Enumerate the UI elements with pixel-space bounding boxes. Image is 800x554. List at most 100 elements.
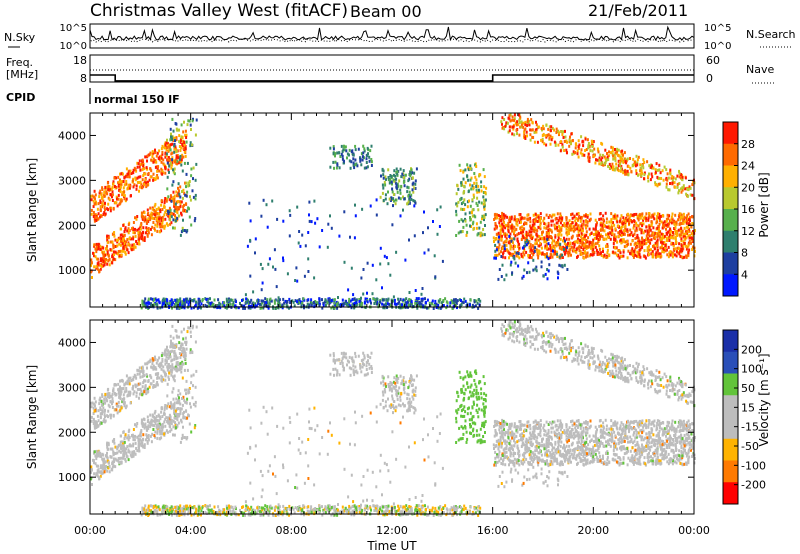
power-echo: [644, 255, 647, 259]
power-echo: [574, 227, 577, 231]
velocity-echo: [144, 387, 147, 391]
power-echo: [467, 190, 470, 194]
power-echo: [640, 231, 643, 235]
power-echo: [535, 219, 538, 223]
power-echo: [613, 214, 616, 218]
power-echo: [635, 226, 638, 230]
power-echo: [682, 186, 685, 189]
power-echo: [406, 202, 409, 206]
power-echo: [657, 229, 660, 233]
velocity-echo: [136, 449, 139, 453]
power-echo: [133, 244, 136, 248]
power-echo: [598, 162, 601, 166]
power-echo: [161, 169, 164, 172]
power-echo: [651, 166, 653, 170]
power-echo: [558, 131, 560, 135]
power-echo: [383, 254, 386, 258]
power-echo: [550, 215, 553, 219]
power-echo: [332, 145, 335, 149]
power-echo: [671, 252, 674, 256]
power-echo: [611, 231, 614, 235]
power-echo: [471, 214, 474, 218]
power-echo: [681, 215, 684, 219]
power-echo: [631, 247, 634, 251]
velocity-echo: [154, 422, 157, 426]
power-echo: [613, 237, 616, 241]
velocity-echo: [101, 393, 104, 397]
power-echo: [602, 218, 605, 222]
power-echo: [636, 163, 639, 167]
power-echo: [512, 255, 515, 259]
power-echo: [382, 298, 384, 302]
power-echo: [375, 299, 377, 303]
power-echo: [605, 221, 608, 224]
power-echo: [169, 127, 172, 131]
velocity-echo: [147, 424, 150, 428]
power-echo: [157, 298, 160, 302]
power-echo: [565, 243, 567, 247]
power-echo: [188, 300, 191, 304]
power-echo: [663, 165, 666, 169]
power-echo: [626, 228, 629, 232]
power-echo: [513, 230, 516, 234]
power-echo: [134, 178, 137, 182]
power-echo: [509, 243, 512, 247]
power-echo: [401, 306, 404, 310]
power-echo: [97, 261, 100, 265]
power-echo: [482, 191, 485, 194]
power-echo: [540, 138, 543, 142]
power-echo: [112, 257, 115, 261]
velocity-echo: [102, 419, 105, 423]
power-echo: [546, 255, 548, 259]
power-echo: [93, 213, 96, 217]
power-echo: [183, 306, 186, 310]
power-echo: [649, 178, 652, 182]
power-echo: [554, 250, 557, 254]
power-echo: [583, 237, 586, 241]
power-echo: [172, 180, 175, 184]
velocity-echo: [148, 385, 151, 389]
power-echo: [171, 161, 174, 165]
power-echo: [415, 297, 418, 301]
power-echo: [627, 242, 629, 246]
power-echo: [117, 193, 120, 197]
velocity-echo: [121, 387, 124, 391]
power-echo: [691, 236, 694, 240]
power-echo: [166, 187, 169, 191]
power-echo: [336, 164, 339, 168]
power-echo: [103, 260, 106, 264]
velocity-echo: [140, 441, 143, 444]
power-echo: [654, 181, 657, 185]
power-echo: [146, 154, 149, 158]
power-echo: [646, 249, 649, 252]
power-echo: [559, 212, 562, 216]
power-echo: [512, 247, 515, 251]
power-echo: [549, 228, 551, 232]
power-echo: [455, 302, 458, 305]
cpid-label: CPID: [6, 91, 35, 104]
power-echo: [121, 242, 124, 246]
power-echo: [526, 120, 529, 123]
power-echo: [681, 222, 684, 225]
power-echo: [183, 191, 186, 195]
power-echo: [516, 254, 519, 258]
power-echo: [640, 222, 643, 226]
power-echo: [573, 241, 576, 244]
power-echo: [634, 241, 637, 245]
power-echo: [558, 232, 561, 236]
power-echo: [571, 212, 574, 216]
power-echo: [468, 199, 470, 203]
power-echo: [526, 213, 529, 217]
power-echo: [662, 250, 665, 254]
power-echo: [471, 198, 474, 202]
power-echo: [583, 243, 586, 247]
power-echo: [544, 272, 547, 276]
velocity-echo: [112, 387, 115, 391]
power-echo: [605, 217, 608, 221]
velocity-echo: [143, 443, 146, 447]
power-echo: [94, 197, 96, 201]
power-echo: [352, 163, 355, 167]
power-echo: [691, 183, 694, 187]
power-echo: [543, 222, 546, 225]
power-echo: [551, 241, 554, 245]
